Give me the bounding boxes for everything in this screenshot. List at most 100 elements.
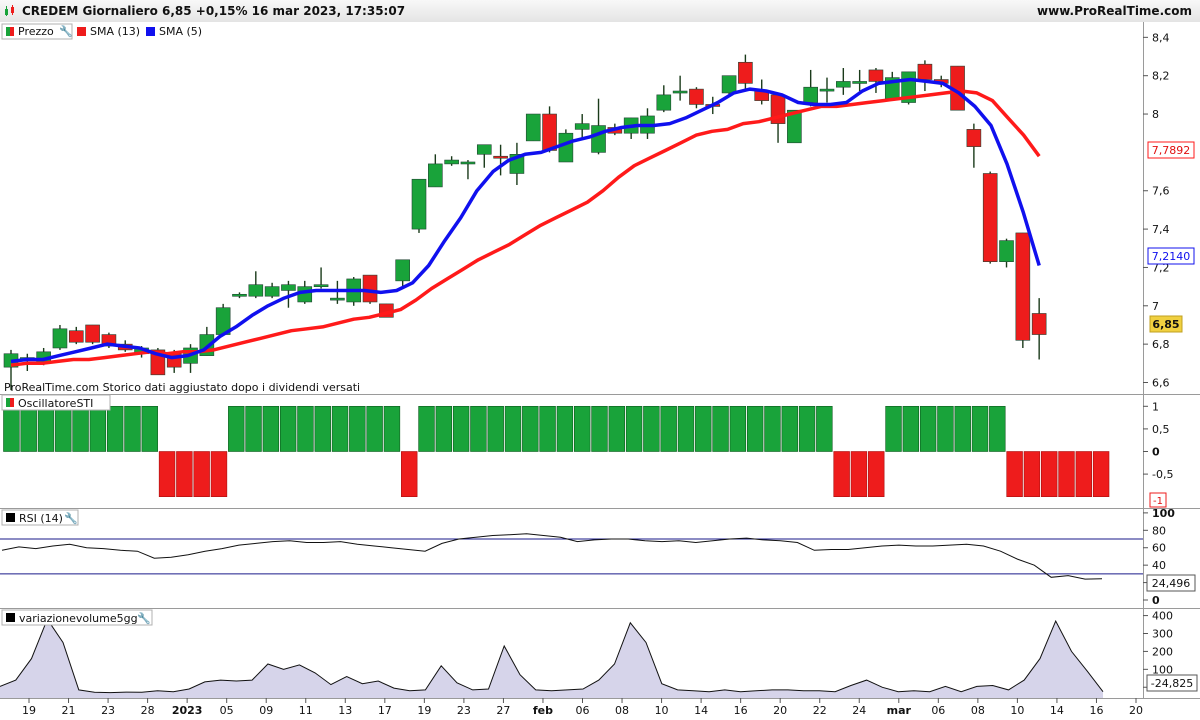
time-axis-label: 16 [734, 704, 748, 717]
candle [787, 109, 802, 144]
time-axis-label: 14 [1050, 704, 1064, 717]
candle [525, 113, 541, 142]
legend-price-label: Prezzo [18, 25, 54, 38]
candle [542, 113, 557, 151]
sti-bar [989, 405, 1006, 452]
sti-bar [314, 405, 331, 452]
candle [672, 90, 688, 94]
time-axis-label: 24 [852, 704, 866, 717]
vol-value-badge: -24,825 [1146, 674, 1198, 692]
time-axis-label: 2023 [172, 704, 203, 717]
sti-bar [677, 405, 695, 452]
candle [460, 161, 476, 165]
sti-bar [902, 405, 920, 452]
chart-area[interactable]: 6,66,877,27,47,688,28,410,50-0,510080604… [0, 22, 1200, 720]
price-axis-label: 7 [1152, 300, 1159, 313]
wrench-icon[interactable]: 🔧 [137, 611, 151, 625]
sti-bar [245, 405, 262, 452]
candle [982, 173, 998, 262]
rsi-axis-label: 60 [1152, 542, 1166, 555]
wrench-icon[interactable]: 🔧 [64, 511, 78, 525]
sti-axis-label: -0,5 [1152, 468, 1173, 481]
sti-axis-label: 1 [1152, 400, 1159, 413]
sti-bar [470, 405, 487, 452]
sti-bar [746, 405, 764, 452]
sti-bar [539, 405, 556, 452]
sti-bar [608, 405, 625, 452]
candle [248, 284, 264, 297]
legend-sti-label: OscillatoreSTI [18, 397, 93, 410]
sti-bar [522, 405, 539, 452]
sti-bar [228, 405, 245, 452]
candle [917, 63, 933, 80]
axes: 6,66,877,27,47,688,28,410,50-0,510080604… [22, 31, 1175, 717]
vol-legend[interactable]: variazionevolume5gg 🔧 [1, 609, 153, 626]
price-pane[interactable] [3, 54, 1047, 391]
sti-bar [625, 405, 643, 452]
sti-bar [452, 405, 470, 452]
vol-axis-label: 300 [1152, 628, 1173, 641]
sma13-value-badge: 7,7892 [1147, 141, 1195, 159]
sti-bar [72, 405, 89, 452]
sti-axis-label: 0,5 [1152, 423, 1170, 436]
time-axis-label: 23 [457, 704, 471, 717]
sti-bar [556, 405, 574, 452]
sti-pane[interactable] [3, 405, 1110, 498]
sti-bar [210, 451, 228, 498]
time-axis-label: 16 [1089, 704, 1103, 717]
sti-bar [919, 405, 937, 452]
time-axis-label: mar [887, 704, 912, 717]
candle [362, 274, 378, 303]
sti-bar [954, 405, 971, 452]
rsi-axis-label: 40 [1152, 559, 1166, 572]
candle [428, 163, 443, 188]
sti-bar [279, 405, 297, 452]
sti-bar [781, 405, 798, 452]
sti-bar [401, 451, 418, 498]
sti-bar [816, 405, 833, 452]
sti-bar [712, 405, 729, 452]
sti-bar [297, 405, 314, 452]
time-axis-label: 27 [496, 704, 510, 717]
sti-bar [729, 405, 747, 452]
wrench-icon[interactable]: 🔧 [59, 24, 73, 38]
price-axis-label: 7,4 [1152, 223, 1170, 236]
time-axis-label: 08 [615, 704, 629, 717]
candle [819, 88, 835, 92]
price-axis-label: 8,4 [1152, 31, 1170, 44]
volume-change-pane[interactable] [0, 618, 1104, 698]
sti-legend[interactable]: OscillatoreSTI [1, 394, 111, 411]
sti-bar [176, 451, 193, 498]
candle [689, 88, 704, 105]
svg-text:-24,825: -24,825 [1151, 677, 1193, 690]
sti-bar [885, 405, 902, 452]
rsi-line [1, 533, 1103, 580]
candle [803, 86, 818, 103]
rsi-value-badge: 24,496 [1146, 574, 1196, 592]
time-axis-label: feb [533, 704, 553, 717]
sti-bar [868, 451, 885, 498]
rsi-pane[interactable] [0, 533, 1143, 580]
price-legend[interactable]: Prezzo 🔧 SMA (13) SMA (5) [1, 23, 202, 40]
candle [411, 178, 427, 230]
candle [330, 297, 345, 301]
sti-axis-label: 0 [1152, 446, 1160, 459]
price-axis-label: 7,2 [1152, 261, 1170, 274]
sti-bar [55, 405, 72, 452]
time-axis-label: 14 [694, 704, 708, 717]
time-axis-label: 05 [220, 704, 234, 717]
price-axis-label: 6,6 [1152, 376, 1170, 389]
legend-sma5-label: SMA (5) [159, 25, 202, 38]
sti-bar [1023, 451, 1041, 498]
candle [738, 61, 753, 84]
chart-logo-icon [5, 5, 14, 16]
sti-bar [1058, 451, 1075, 498]
price-axis-label: 6,8 [1152, 338, 1170, 351]
rsi-legend[interactable]: RSI (14) 🔧 [1, 509, 79, 526]
site-link[interactable]: www.ProRealTime.com [1037, 4, 1192, 18]
candle [232, 293, 247, 297]
sti-bar [3, 405, 20, 452]
legend-sma13-label: SMA (13) [90, 25, 140, 38]
sti-bar [349, 405, 366, 452]
sti-bar [591, 405, 608, 452]
